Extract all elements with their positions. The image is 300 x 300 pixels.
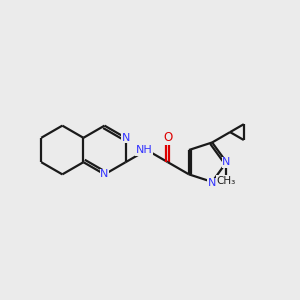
Text: O: O	[163, 131, 172, 144]
Text: N: N	[100, 169, 109, 179]
Text: NH: NH	[136, 145, 153, 155]
Text: CH₃: CH₃	[217, 176, 236, 186]
Text: N: N	[122, 133, 130, 143]
Text: N: N	[222, 157, 231, 167]
Text: N: N	[208, 178, 216, 188]
